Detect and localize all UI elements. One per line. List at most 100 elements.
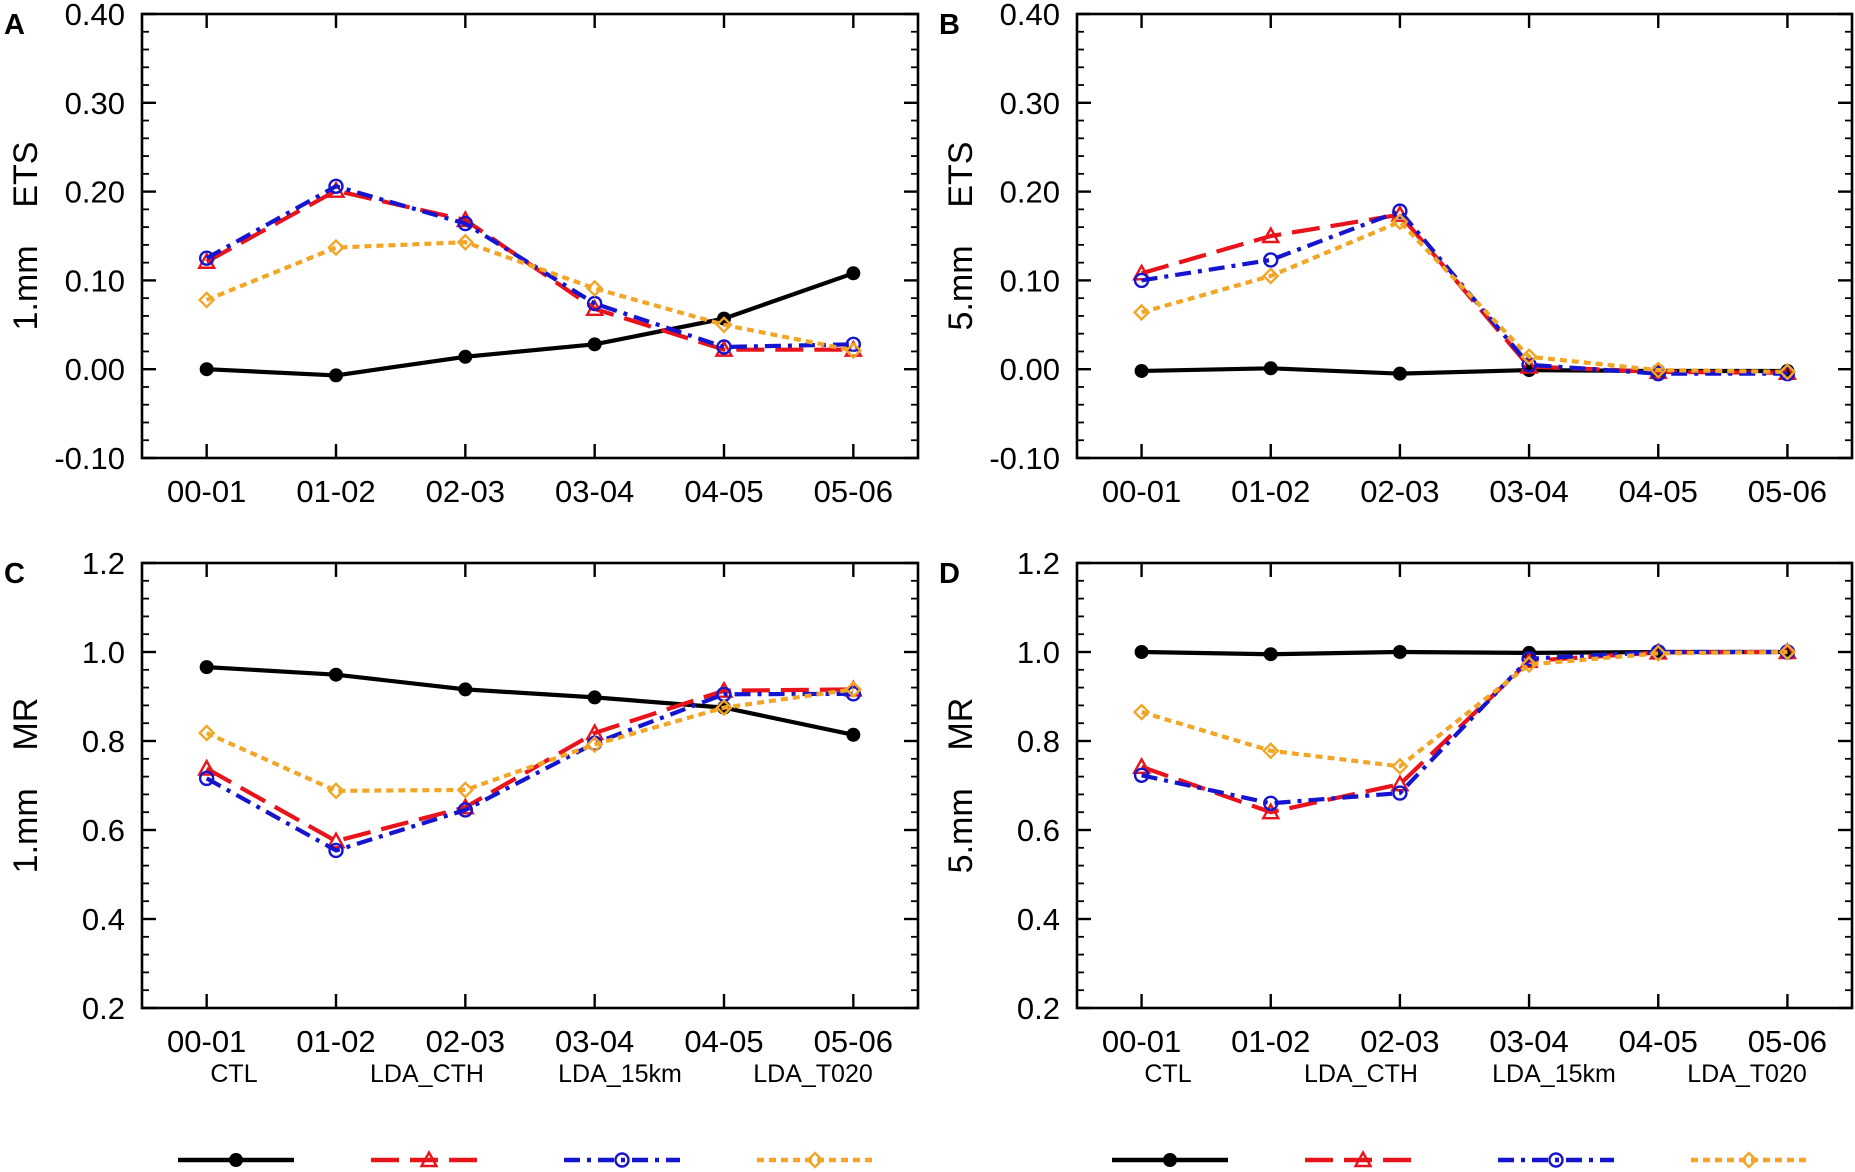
series-line	[205, 687, 854, 793]
data-point	[326, 831, 346, 849]
y-tick-label: 0.30	[65, 86, 125, 121]
y-tick-label: 0.8	[1017, 724, 1060, 759]
series-line	[1140, 649, 1788, 815]
data-point	[327, 238, 345, 257]
panel-letter: A	[4, 9, 25, 41]
data-point	[715, 698, 733, 717]
y-tick-label: -0.10	[989, 441, 1060, 476]
x-tick-label: 03-04	[1489, 1024, 1568, 1059]
data-point	[328, 842, 344, 859]
y-axis-label: 5.mm MR	[942, 698, 980, 874]
data-point	[197, 251, 217, 269]
legend-marker	[1740, 1151, 1758, 1169]
panel-c: 0.2 0.4 0.6 0.8 1.0 1.2 00-01 01-02 02-03 03-04 04…	[4, 546, 920, 1059]
chart-panels: -0.10 0.00 0.10 0.20 0.30 0.40 00-01 01-02 02-03…	[4, 0, 1854, 1059]
legend-label: LDA_CTH	[370, 1060, 484, 1088]
series-lda-t020	[1132, 643, 1797, 776]
y-tick-label: 0.10	[1000, 263, 1060, 298]
y-tick-label: 0.4	[1017, 902, 1060, 937]
y-axis-label: 1.mm ETS	[7, 142, 45, 331]
legend-entry: LDA_T020	[753, 1060, 873, 1169]
data-point	[1263, 361, 1278, 376]
plot-frame	[140, 12, 920, 460]
y-tick-label: 1.2	[1017, 546, 1060, 581]
series-lda-cth	[197, 679, 863, 849]
legend-marker	[1163, 1153, 1177, 1167]
panel-d: 0.2 0.4 0.6 0.8 1.0 1.2 00-01 01-02 02-03 03-04 04…	[939, 546, 1854, 1059]
legend-marker	[419, 1150, 439, 1168]
x-tick-label: 03-04	[555, 1024, 634, 1059]
x-tick-label: 00-01	[1102, 1024, 1181, 1059]
data-point	[199, 660, 214, 675]
legend-label: CTL	[1144, 1060, 1191, 1088]
data-point	[1649, 644, 1667, 663]
legend-marker	[806, 1151, 824, 1169]
legends: CTL LDA_CTH LDA_15km LDA_T020 CTL LDA_CTH LDA_…	[178, 1060, 1807, 1169]
legend-label: LDA_CTH	[1304, 1060, 1418, 1088]
x-tick-label: 01-02	[1231, 1024, 1310, 1059]
data-point	[455, 797, 475, 815]
data-point	[197, 724, 216, 742]
series-lda-cth	[1132, 642, 1797, 820]
series-line	[205, 188, 854, 352]
data-point	[1263, 252, 1279, 268]
y-axis-label: 5.mm ETS	[942, 142, 980, 331]
y-tick-label: 0.00	[1000, 352, 1060, 387]
data-point	[587, 337, 602, 352]
data-point	[197, 758, 217, 776]
data-point	[1262, 742, 1280, 760]
x-tick-label: 04-05	[1619, 474, 1698, 509]
data-point	[587, 690, 602, 705]
data-point	[1133, 272, 1150, 289]
series-line	[1141, 649, 1788, 806]
data-point	[1392, 645, 1407, 659]
plot-frame	[1075, 561, 1854, 1010]
data-point	[197, 291, 216, 309]
series-line	[205, 240, 854, 353]
data-point	[714, 339, 734, 357]
data-point	[1392, 785, 1408, 801]
data-point	[1391, 757, 1409, 776]
legend-label: CTL	[210, 1060, 257, 1088]
data-point	[1778, 363, 1797, 381]
x-tick-label: 02-03	[426, 1024, 505, 1059]
legend-marker	[1548, 1152, 1564, 1168]
x-tick-label: 00-01	[167, 474, 246, 509]
x-tick-label: 02-03	[426, 474, 505, 509]
data-point	[1132, 303, 1151, 322]
data-point	[198, 770, 215, 787]
legend-entry: LDA_CTH	[370, 1060, 487, 1168]
data-point	[329, 368, 343, 383]
series-lda-t020	[1132, 213, 1797, 381]
data-point	[585, 735, 604, 754]
data-point	[1521, 650, 1537, 667]
series-lda-cth	[1132, 204, 1797, 380]
data-point	[1263, 795, 1279, 811]
x-tick-label: 05-06	[814, 1024, 893, 1059]
data-point	[1261, 226, 1281, 244]
series-line	[205, 184, 854, 350]
series-line	[1141, 209, 1788, 376]
data-point	[1392, 366, 1407, 381]
data-point	[1134, 363, 1149, 378]
data-point	[199, 362, 214, 377]
y-axis-label: 1.mm MR	[7, 698, 45, 874]
data-point	[1134, 645, 1149, 659]
data-point	[327, 782, 345, 800]
x-tick-label: 04-05	[684, 474, 763, 509]
plot-frame	[140, 561, 920, 1010]
series-line	[1140, 649, 1788, 769]
data-point	[846, 727, 861, 742]
x-tick-label: 00-01	[1102, 474, 1181, 509]
data-point	[844, 341, 863, 360]
x-tick-label: 05-06	[1748, 1024, 1827, 1059]
legend-entry: CTL	[178, 1060, 294, 1167]
legend-marker	[1353, 1150, 1373, 1168]
legend-entry: CTL	[1112, 1060, 1228, 1167]
panel-letter: C	[4, 558, 25, 590]
y-tick-label: 0.6	[1017, 813, 1060, 848]
y-tick-label: 1.0	[1017, 635, 1060, 670]
data-point	[457, 802, 474, 818]
data-point	[1649, 361, 1667, 379]
